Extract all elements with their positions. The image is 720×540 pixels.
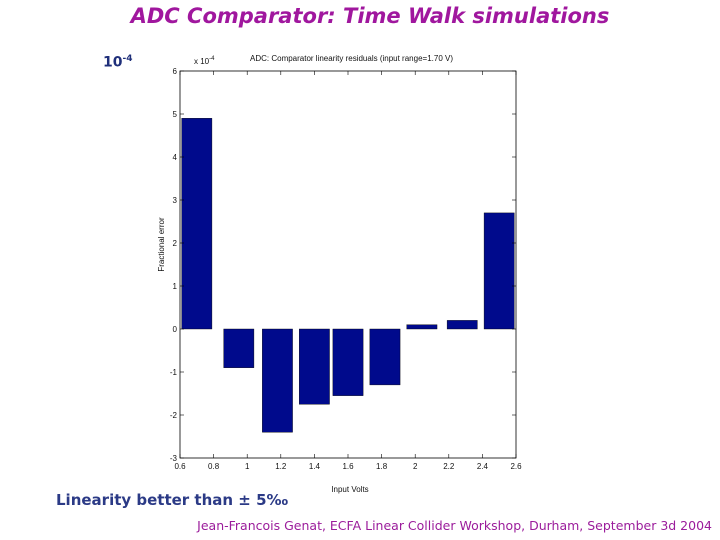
y-tick-label: 4	[173, 153, 178, 162]
y-multiplier-base: x 10	[194, 57, 210, 66]
y-axis-label: Fractional error	[157, 217, 166, 272]
y-tick-label: 1	[173, 282, 178, 291]
exponent-power: -4	[122, 54, 133, 64]
x-tick-label: 2.6	[510, 462, 522, 471]
x-tick-label: 0.8	[208, 462, 220, 471]
slide-title: ADC Comparator: Time Walk simulations	[130, 4, 610, 28]
bar-8	[446, 320, 478, 330]
x-tick-label: 1.4	[309, 462, 321, 471]
y-tick-label: 0	[173, 325, 178, 334]
y-tick-label: 2	[173, 239, 178, 248]
plot-frame	[179, 70, 517, 459]
x-tick-label: 2.4	[477, 462, 489, 471]
exponent-label: 10-4	[103, 54, 132, 71]
exponent-base: 10	[103, 54, 123, 71]
bar-7	[406, 324, 438, 330]
x-tick-label: 1	[245, 462, 250, 471]
x-tick-label: 1.2	[275, 462, 287, 471]
bar-3	[262, 328, 293, 433]
x-tick-label: 1.6	[342, 462, 354, 471]
footer-credit: Jean-Francois Genat, ECFA Linear Collide…	[197, 518, 712, 533]
bar-1	[181, 118, 213, 330]
x-tick-label: 2.2	[443, 462, 455, 471]
bar-chart: 0.6 0.8 1 1.2 1.4 1.6 1.8 2 2.2 2.4 2.6 -3 -2 -1 0 1 2 3 4…	[157, 54, 522, 494]
x-tick-label: 2	[413, 462, 418, 471]
linearity-note: Linearity better than ± 5‰	[56, 491, 289, 509]
bar-9	[483, 212, 515, 330]
x-tick-label: 1.8	[376, 462, 388, 471]
x-tick-label: 0.6	[174, 462, 186, 471]
y-tick-label: 6	[173, 67, 178, 76]
y-tick-label: -3	[170, 454, 178, 463]
y-tick-label: -1	[170, 368, 178, 377]
bar-2	[223, 328, 255, 368]
y-tick-label: -2	[170, 411, 178, 420]
y-multiplier: x 10-4	[194, 56, 215, 66]
bar-5	[332, 328, 364, 396]
y-multiplier-exp: -4	[209, 56, 215, 62]
x-axis-label: Input Volts	[331, 485, 368, 494]
y-tick-label: 3	[173, 196, 178, 205]
bar-4	[299, 328, 330, 405]
chart-title: ADC: Comparator linearity residuals (inp…	[250, 54, 453, 63]
y-tick-label: 5	[173, 110, 178, 119]
bar-6	[369, 328, 401, 386]
